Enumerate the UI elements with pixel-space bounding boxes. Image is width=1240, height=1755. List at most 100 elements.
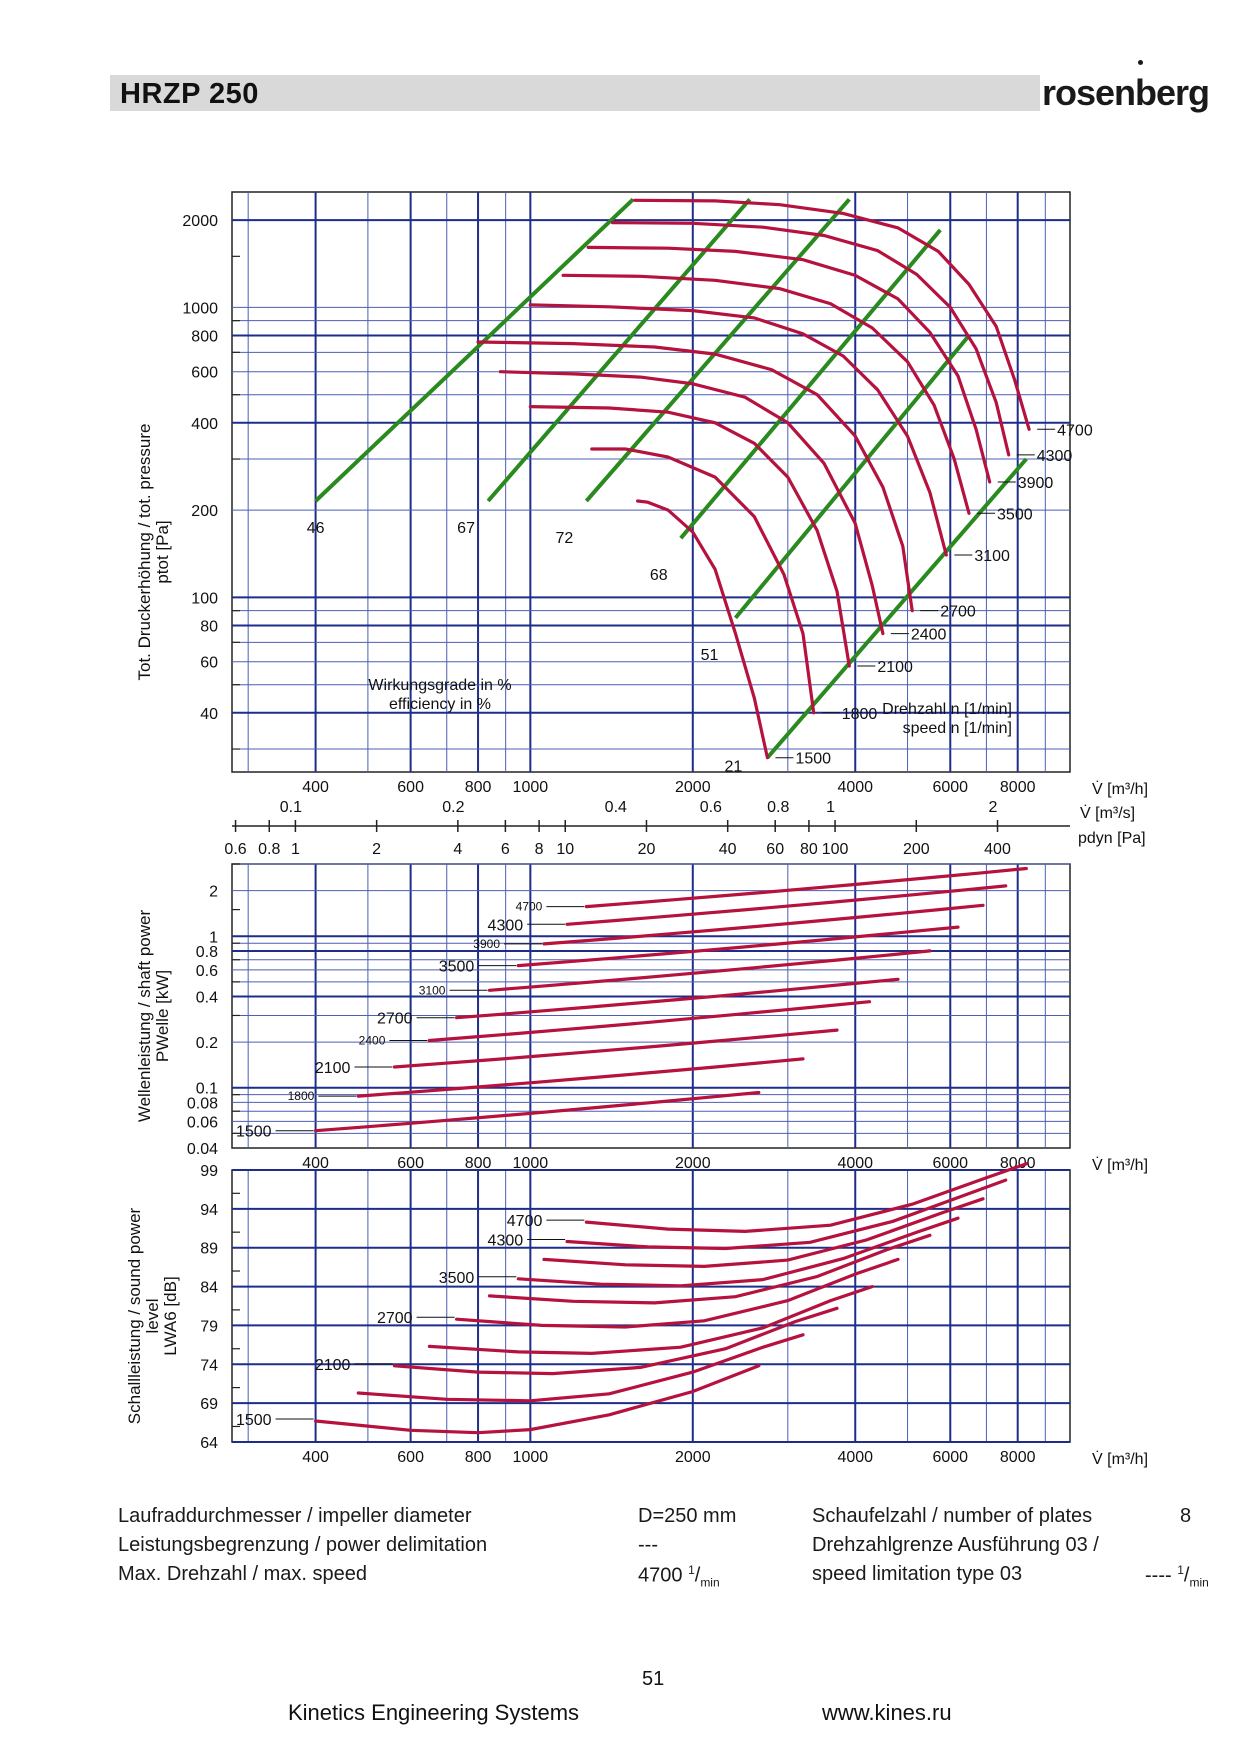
power-curve-3900: [542, 903, 985, 946]
spec-speedlimit-unit-sup: 1: [1177, 1563, 1184, 1577]
pdyn-axis-label: pdyn [Pa]: [1078, 830, 1146, 847]
sound-ytick-label: 94: [200, 1202, 218, 1219]
power-label-2100: 2100: [315, 1060, 351, 1077]
power-ytick-label: 0.1: [196, 1081, 218, 1098]
pressure-xtick-label: 2000: [675, 779, 711, 796]
sound-ytick-label: 74: [200, 1357, 218, 1374]
power-label-3500: 3500: [439, 959, 475, 976]
sound-label-1500: 1500: [236, 1412, 272, 1429]
pressure-ytick-label: 1000: [182, 300, 218, 317]
sound-ytick-label: 79: [200, 1318, 218, 1335]
power-curve-2400: [427, 1000, 872, 1043]
speed-label-3900: 3900: [1018, 475, 1054, 492]
pressure-ytick-label: 80: [200, 619, 218, 636]
spec-maxspeed-value: 4700 1/min: [638, 1563, 720, 1590]
pressure-ytick-label: 600: [191, 365, 218, 382]
power-xtick-label: 600: [397, 1155, 424, 1172]
sound-xtick-label: 400: [302, 1449, 329, 1466]
pdyn-tick-label: 2: [372, 841, 381, 858]
sound-ylabel: LWA6 [dB]: [161, 1276, 180, 1355]
sound-curve-4700: [584, 1162, 1028, 1234]
speed-curve-2100: [528, 405, 851, 668]
spec-plates-label: Schaufelzahl / number of plates: [812, 1505, 1093, 1527]
power-ylabel: Wellenleistung / shaft power: [135, 910, 154, 1123]
speed-curve-3100: [528, 303, 948, 557]
power-xtick-label: 400: [302, 1155, 329, 1172]
power-curve-2100: [392, 1028, 839, 1069]
power-chart-frame: [231, 863, 1071, 1149]
efficiency-line-21: [765, 457, 1028, 760]
pdyn-tick-label: 10: [556, 841, 574, 858]
sound-curve-1800: [356, 1333, 805, 1403]
efficiency-line-46: [314, 197, 635, 503]
efficiency-label-68: 68: [650, 567, 668, 584]
pressure-ytick-label: 800: [191, 329, 218, 346]
pdyn-tick-label: 60: [766, 841, 784, 858]
sound-curve-3500: [516, 1216, 960, 1288]
pressure-ytick-label: 200: [191, 503, 218, 520]
efficiency-label-46: 46: [307, 520, 325, 537]
spec-delimitation-value: ---: [638, 1534, 658, 1556]
power-curve-2700: [455, 977, 900, 1020]
speed-curve-4700: [633, 198, 1031, 431]
pdyn-tick-label: 4: [453, 841, 462, 858]
pressure-xlabel: V̇ [m³/h]: [1092, 780, 1148, 798]
power-curve-3100: [487, 949, 932, 992]
sound-ylabel: level: [143, 1299, 162, 1334]
spec-speedlimit-value: ---- 1/min: [1145, 1563, 1209, 1590]
speed-curve-4300: [610, 221, 1011, 457]
sound-xtick-label: 4000: [837, 1449, 873, 1466]
power-label-4700: 4700: [516, 900, 543, 914]
spec-speedlimit-label-1: Drehzahlgrenze Ausführung 03 /: [812, 1534, 1099, 1556]
speed-label-1800: 1800: [842, 706, 878, 723]
pressure-xtick-label: 400: [302, 779, 329, 796]
page-number: 51: [642, 1668, 665, 1690]
speed-label-4700: 4700: [1057, 422, 1093, 439]
speed-annotation-2: speed n [1/min]: [903, 720, 1012, 737]
pressure-chart-frame: [231, 191, 1071, 773]
pressure-xtick-label: 1000: [513, 779, 549, 796]
speed-curve-3500: [561, 273, 971, 515]
pressure-xtick-label: 4000: [837, 779, 873, 796]
efficiency-label-67: 67: [457, 520, 475, 537]
sound-xtick-label: 8000: [1000, 1449, 1036, 1466]
sound-curve-2400: [427, 1285, 874, 1356]
page-title: HRZP 250: [120, 78, 259, 110]
efficiency-line-67: [486, 197, 752, 503]
power-ylabel: PWelle [kW]: [153, 970, 172, 1062]
speed-label-4300: 4300: [1037, 448, 1073, 465]
sound-label-2700: 2700: [377, 1310, 413, 1327]
pressure-ylabel: Tot. Druckerhöhung / tot. pressure: [135, 423, 154, 680]
power-label-3900: 3900: [473, 937, 500, 951]
q-m3s-tick-label: 0.4: [605, 799, 627, 816]
pdyn-tick-label: 100: [822, 841, 849, 858]
sound-xlabel: V̇ [m³/h]: [1092, 1450, 1148, 1468]
power-curve-4300: [565, 884, 1008, 926]
power-xtick-label: 6000: [932, 1155, 968, 1172]
speed-curve-1500: [636, 499, 769, 760]
speed-annotation-1: Drehzahl n [1/min]: [882, 701, 1012, 718]
power-ytick-label: 0.2: [196, 1035, 218, 1052]
sound-ytick-label: 99: [200, 1163, 218, 1180]
speed-curve-3900: [586, 245, 992, 484]
power-ytick-label: 0.8: [196, 944, 218, 961]
efficiency-label-72: 72: [555, 530, 573, 547]
sound-label-3500: 3500: [439, 1270, 475, 1287]
q-m3s-tick-label: 0.6: [700, 799, 722, 816]
sound-curve-2700: [455, 1257, 900, 1329]
brand-logo: rosenberg: [1042, 72, 1210, 113]
speed-label-1500: 1500: [795, 751, 831, 768]
sound-curve-3100: [487, 1233, 932, 1305]
sound-xtick-label: 1000: [513, 1449, 549, 1466]
pdyn-tick-label: 40: [719, 841, 737, 858]
sound-ytick-label: 89: [200, 1241, 218, 1258]
power-xlabel: V̇ [m³/h]: [1092, 1156, 1148, 1174]
power-label-1800: 1800: [288, 1089, 315, 1103]
power-curve-1800: [356, 1057, 805, 1098]
pdyn-tick-label: 8: [535, 841, 544, 858]
speed-label-3500: 3500: [997, 506, 1033, 523]
q-m3s-tick-label: 0.2: [442, 799, 464, 816]
power-ytick-label: 0.06: [187, 1114, 218, 1131]
pressure-ytick-label: 400: [191, 416, 218, 433]
